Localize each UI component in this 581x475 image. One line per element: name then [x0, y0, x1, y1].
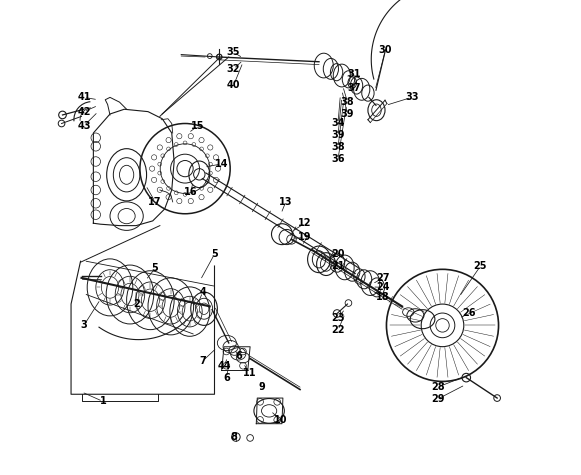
Text: 23: 23	[331, 313, 345, 323]
Text: 44: 44	[217, 361, 231, 371]
Text: 22: 22	[331, 325, 345, 335]
Text: 13: 13	[279, 197, 292, 207]
Text: 3: 3	[81, 320, 87, 331]
Text: 8: 8	[230, 432, 237, 442]
Text: 36: 36	[331, 154, 345, 164]
Text: 34: 34	[331, 118, 345, 129]
Text: 42: 42	[77, 106, 91, 117]
Text: 10: 10	[274, 415, 288, 426]
Text: 9: 9	[259, 382, 266, 392]
Text: 14: 14	[215, 159, 228, 169]
Text: 35: 35	[227, 47, 241, 57]
Text: 6: 6	[223, 372, 229, 383]
Text: 39: 39	[331, 130, 345, 141]
Text: 5: 5	[152, 263, 159, 274]
Text: 29: 29	[431, 394, 444, 404]
Text: 33: 33	[405, 92, 418, 103]
Text: 12: 12	[298, 218, 311, 228]
Text: 39: 39	[340, 109, 354, 119]
Text: 28: 28	[431, 382, 444, 392]
Text: 38: 38	[340, 97, 354, 107]
Text: 11: 11	[243, 368, 257, 378]
Text: 25: 25	[474, 261, 487, 271]
Text: 20: 20	[331, 249, 345, 259]
Text: 41: 41	[77, 92, 91, 103]
Text: 26: 26	[462, 308, 475, 319]
Text: 32: 32	[227, 64, 241, 74]
Text: 1: 1	[99, 396, 106, 407]
Text: 15: 15	[191, 121, 205, 131]
Text: 27: 27	[376, 273, 390, 283]
Text: 21: 21	[331, 261, 345, 271]
Text: 7: 7	[199, 356, 206, 366]
Text: 38: 38	[331, 142, 345, 152]
Text: 31: 31	[348, 68, 361, 79]
Text: 19: 19	[298, 232, 311, 243]
Text: 37: 37	[348, 83, 361, 93]
Text: 17: 17	[148, 197, 162, 207]
Text: 43: 43	[77, 121, 91, 131]
Text: 40: 40	[227, 80, 241, 91]
Text: 5: 5	[211, 249, 218, 259]
Text: 2: 2	[132, 299, 139, 309]
Text: 18: 18	[376, 292, 390, 302]
Text: 6: 6	[235, 351, 242, 361]
Text: 4: 4	[199, 287, 206, 297]
Text: 30: 30	[379, 45, 392, 55]
Text: 24: 24	[376, 282, 390, 293]
Text: 16: 16	[184, 187, 198, 198]
